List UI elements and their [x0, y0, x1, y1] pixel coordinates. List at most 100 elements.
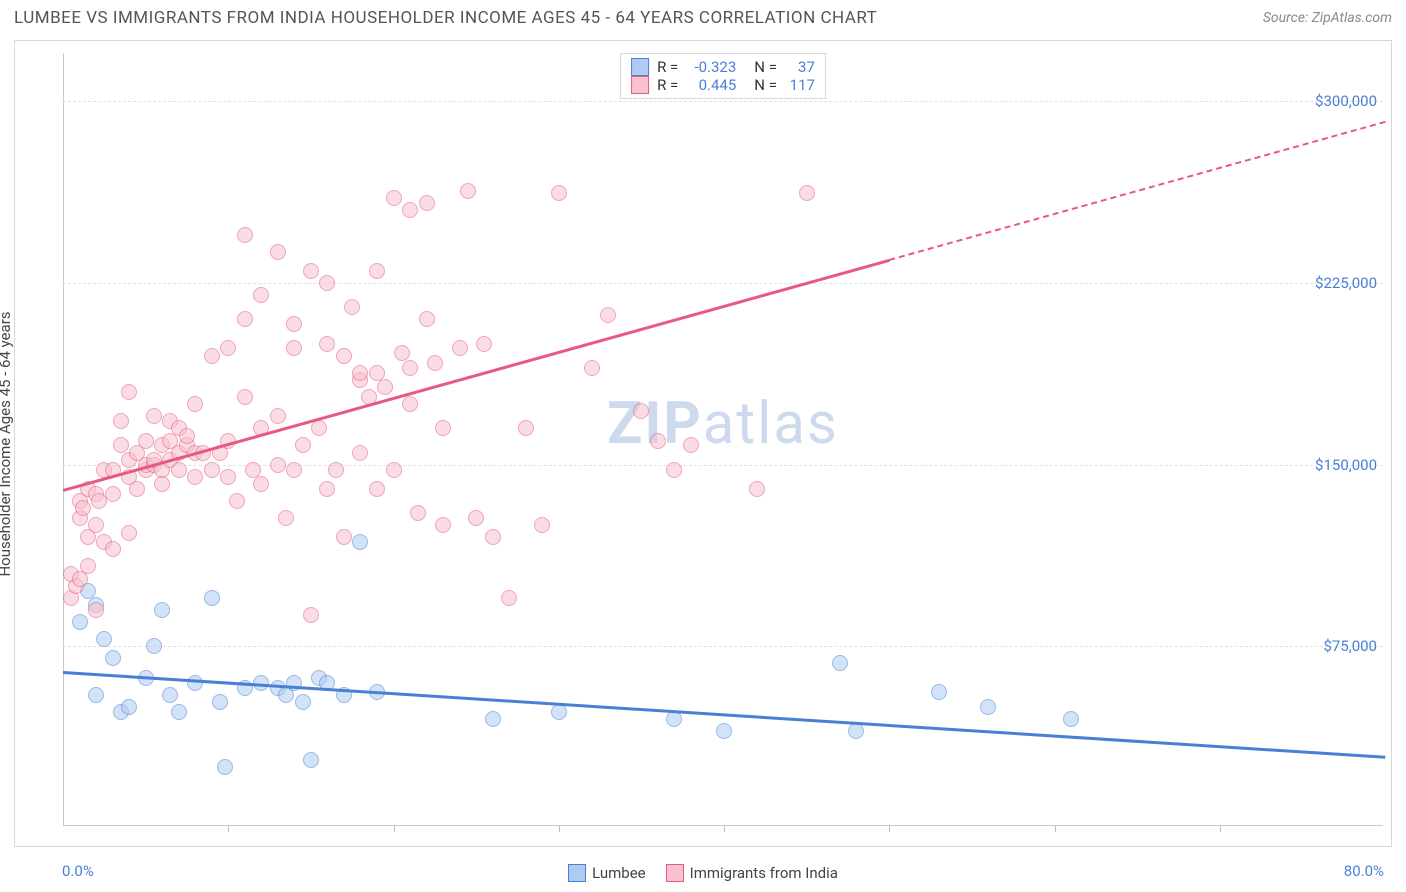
- scatter-point: [229, 493, 245, 509]
- stat-r-label: R =: [657, 76, 678, 94]
- scatter-point: [253, 287, 269, 303]
- scatter-point: [253, 476, 269, 492]
- scatter-point: [518, 420, 534, 436]
- stat-r-value: -0.323: [686, 58, 736, 76]
- scatter-point: [88, 517, 104, 533]
- scatter-point: [386, 190, 402, 206]
- y-tick-label: $225,000: [1315, 274, 1377, 292]
- scatter-point: [386, 462, 402, 478]
- scatter-point: [402, 360, 418, 376]
- scatter-point: [88, 687, 104, 703]
- scatter-point: [237, 311, 253, 327]
- scatter-point: [121, 525, 137, 541]
- scatter-point: [121, 384, 137, 400]
- legend-swatch: [631, 76, 649, 94]
- scatter-point: [319, 275, 335, 291]
- legend-label: Immigrants from India: [690, 864, 838, 882]
- scatter-point: [217, 759, 233, 775]
- scatter-point: [410, 505, 426, 521]
- scatter-point: [501, 590, 517, 606]
- scatter-point: [394, 345, 410, 361]
- trend-line: [63, 671, 1385, 758]
- scatter-point: [402, 396, 418, 412]
- stat-r-label: R =: [657, 58, 678, 76]
- scatter-point: [220, 469, 236, 485]
- gridline-horizontal: [63, 646, 1383, 647]
- legend-swatch: [666, 864, 684, 882]
- scatter-point: [295, 694, 311, 710]
- scatter-point: [452, 340, 468, 356]
- trend-line: [63, 259, 890, 491]
- x-tick: [228, 826, 229, 832]
- scatter-point: [270, 457, 286, 473]
- x-tick: [394, 826, 395, 832]
- scatter-point: [476, 336, 492, 352]
- scatter-point: [121, 699, 137, 715]
- scatter-point: [319, 336, 335, 352]
- legend-swatch: [568, 864, 586, 882]
- scatter-point: [980, 699, 996, 715]
- scatter-point: [303, 607, 319, 623]
- stats-row: R = -0.323 N = 37: [631, 58, 815, 76]
- scatter-point: [377, 379, 393, 395]
- y-tick-label: $300,000: [1315, 92, 1377, 110]
- chart-title: LUMBEE VS IMMIGRANTS FROM INDIA HOUSEHOL…: [14, 8, 877, 28]
- scatter-point: [113, 437, 129, 453]
- x-tick: [889, 826, 890, 832]
- scatter-point: [435, 420, 451, 436]
- scatter-point: [551, 185, 567, 201]
- scatter-point: [419, 311, 435, 327]
- scatter-point: [336, 529, 352, 545]
- scatter-point: [1063, 711, 1079, 727]
- stat-n-value: 117: [785, 76, 815, 94]
- scatter-point: [303, 752, 319, 768]
- scatter-point: [551, 704, 567, 720]
- scatter-point: [154, 602, 170, 618]
- scatter-point: [319, 481, 335, 497]
- scatter-point: [369, 365, 385, 381]
- trend-line-extrapolated: [889, 121, 1385, 261]
- scatter-point: [237, 389, 253, 405]
- scatter-point: [485, 711, 501, 727]
- scatter-point: [749, 481, 765, 497]
- bottom-legend: Lumbee Immigrants from India: [0, 864, 1406, 882]
- scatter-point: [72, 614, 88, 630]
- scatter-point: [179, 428, 195, 444]
- scatter-point: [666, 711, 682, 727]
- scatter-point: [105, 486, 121, 502]
- scatter-point: [105, 650, 121, 666]
- x-tick: [1220, 826, 1221, 832]
- x-axis-line: [63, 825, 1383, 826]
- scatter-point: [204, 590, 220, 606]
- scatter-point: [666, 462, 682, 478]
- scatter-point: [129, 481, 145, 497]
- scatter-point: [832, 655, 848, 671]
- gridline-horizontal: [63, 283, 1383, 284]
- stat-n-label: N =: [754, 58, 777, 76]
- scatter-point: [245, 462, 261, 478]
- scatter-point: [848, 723, 864, 739]
- scatter-point: [328, 462, 344, 478]
- scatter-point: [171, 462, 187, 478]
- scatter-point: [138, 433, 154, 449]
- scatter-point: [75, 500, 91, 516]
- scatter-point: [187, 469, 203, 485]
- scatter-point: [286, 462, 302, 478]
- scatter-point: [311, 420, 327, 436]
- scatter-point: [187, 396, 203, 412]
- scatter-point: [113, 413, 129, 429]
- x-tick: [1055, 826, 1056, 832]
- scatter-point: [204, 348, 220, 364]
- scatter-point: [237, 227, 253, 243]
- scatter-point: [650, 433, 666, 449]
- stats-row: R =0.445N =117: [631, 76, 815, 94]
- scatter-point: [435, 517, 451, 533]
- legend-label: Lumbee: [592, 864, 646, 882]
- scatter-point: [212, 694, 228, 710]
- stat-n-value: 37: [785, 58, 815, 76]
- scatter-point: [187, 675, 203, 691]
- scatter-point: [799, 185, 815, 201]
- scatter-point: [336, 348, 352, 364]
- scatter-point: [171, 704, 187, 720]
- plot-area: ZIPatlas R =-0.323N =37R =0.445N =117 $7…: [63, 53, 1383, 826]
